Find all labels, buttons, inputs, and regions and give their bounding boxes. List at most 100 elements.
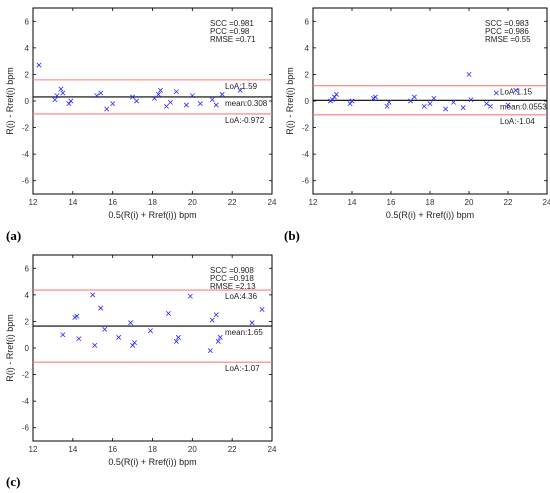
data-point-stroke [209, 97, 215, 103]
data-point-stroke [215, 338, 221, 344]
data-point [249, 320, 255, 326]
data-point-stroke [427, 101, 433, 107]
y-axis-label: R(i) - Rref(i) bpm [285, 67, 295, 135]
y-tick-label: 4 [25, 291, 30, 300]
mean-label: mean:0.0553 [500, 102, 547, 111]
data-point-stroke [213, 312, 219, 318]
data-point-stroke [92, 342, 98, 348]
data-point [259, 306, 265, 312]
data-point-stroke [197, 101, 203, 107]
data-point-stroke [487, 103, 493, 109]
data-point-stroke [493, 90, 499, 96]
data-point [209, 97, 215, 103]
data-point-stroke [98, 305, 104, 311]
lower-loa-label: LoA:-0.972 [225, 116, 265, 125]
y-tick-label: 2 [25, 317, 30, 326]
data-point [468, 97, 474, 103]
data-point-stroke [36, 62, 42, 68]
data-point [197, 101, 203, 107]
stats-line: PCC =0.98 [210, 27, 250, 36]
data-point [347, 101, 353, 107]
data-point [505, 102, 511, 108]
data-point [36, 62, 42, 68]
panel-label-b: (b) [284, 228, 300, 243]
data-point-stroke [213, 102, 219, 108]
x-tick-label: 24 [268, 445, 277, 454]
x-tick-label: 22 [228, 445, 237, 454]
data-point [183, 102, 189, 108]
y-tick-label: 0 [305, 97, 310, 106]
y-tick-label: -2 [22, 124, 30, 133]
data-point [237, 87, 243, 93]
data-point-stroke [408, 98, 413, 104]
x-axis-label: 0.5(R(i) + Rref(i)) bpm [108, 457, 196, 467]
data-point-stroke [167, 99, 173, 105]
data-point [372, 94, 378, 100]
lower-loa-label: LoA:-1.04 [500, 117, 535, 126]
data-point-stroke [347, 101, 353, 107]
data-point-stroke [152, 95, 157, 101]
x-tick-label: 24 [543, 198, 550, 207]
data-point-stroke [259, 306, 265, 312]
y-tick-label: -6 [22, 177, 30, 186]
y-axis-label: R(i) - Rref(i) bpm [5, 67, 15, 135]
data-point-stroke [165, 310, 171, 316]
data-point [157, 87, 163, 93]
data-point [484, 101, 490, 107]
data-point [52, 97, 58, 103]
stats-line: PCC =0.918 [210, 274, 254, 283]
y-tick-label: 2 [25, 70, 30, 79]
stats-line: SCC =0.983 [485, 19, 529, 28]
y-tick-label: 4 [305, 44, 310, 53]
data-point [132, 340, 138, 346]
data-point [189, 93, 195, 99]
data-point [102, 326, 108, 332]
x-tick-label: 20 [188, 445, 197, 454]
data-point-stroke [466, 71, 472, 77]
y-tick-label: -4 [22, 150, 30, 159]
data-point [104, 106, 110, 112]
data-point [493, 90, 499, 96]
x-axis-label: 0.5(R(i) + Rref(i)) bpm [108, 210, 196, 220]
data-point [98, 305, 104, 311]
data-point [219, 91, 225, 97]
data-point-stroke [189, 93, 195, 99]
data-point-stroke [130, 342, 136, 348]
data-point [163, 103, 169, 109]
data-point [173, 89, 179, 95]
data-point [349, 98, 355, 104]
x-tick-label: 20 [465, 198, 474, 207]
data-point-stroke [187, 293, 193, 299]
y-tick-label: -2 [22, 371, 30, 380]
stats-line: SCC =0.908 [210, 266, 254, 275]
data-point [386, 99, 392, 105]
data-point [155, 91, 161, 97]
data-point [513, 87, 519, 93]
data-point-stroke [421, 103, 427, 109]
data-point [384, 103, 390, 109]
x-tick-label: 12 [29, 198, 38, 207]
data-point [110, 101, 116, 107]
data-point-stroke [66, 101, 72, 107]
mean-label: mean:1.65 [225, 328, 263, 337]
data-point [460, 105, 466, 111]
mean-label: mean:0.308 [225, 99, 268, 108]
data-point [134, 98, 140, 104]
data-point [187, 293, 193, 299]
data-point [175, 334, 181, 340]
data-point-stroke [104, 106, 110, 112]
upper-loa-label: LoA:4.36 [225, 292, 258, 301]
data-point-stroke [173, 338, 179, 344]
data-point-stroke [468, 97, 474, 103]
data-point [66, 101, 72, 107]
x-tick-label: 16 [108, 198, 117, 207]
data-point [116, 334, 122, 340]
data-point-stroke [68, 98, 74, 104]
y-tick-label: 0 [25, 344, 30, 353]
data-point [487, 103, 493, 109]
data-point [215, 338, 221, 344]
